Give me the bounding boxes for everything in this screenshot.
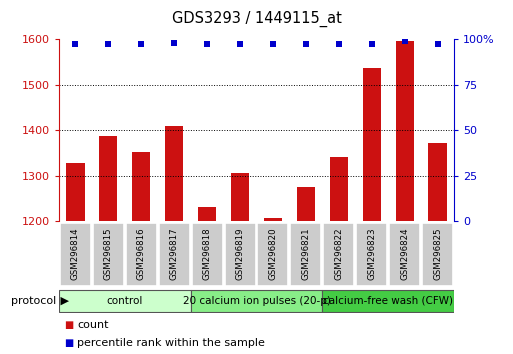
FancyBboxPatch shape xyxy=(93,223,124,286)
FancyBboxPatch shape xyxy=(126,223,157,286)
Text: percentile rank within the sample: percentile rank within the sample xyxy=(77,338,265,348)
Text: GSM296821: GSM296821 xyxy=(301,227,310,280)
Text: GSM296814: GSM296814 xyxy=(71,227,80,280)
Bar xyxy=(132,152,150,221)
FancyBboxPatch shape xyxy=(290,223,321,286)
Text: ■: ■ xyxy=(64,338,73,348)
FancyBboxPatch shape xyxy=(59,290,191,312)
Text: protocol: protocol xyxy=(11,296,56,306)
Bar xyxy=(198,207,216,221)
Text: GSM296820: GSM296820 xyxy=(268,227,278,280)
FancyBboxPatch shape xyxy=(322,290,454,312)
Bar xyxy=(363,68,381,221)
Text: count: count xyxy=(77,320,108,330)
FancyBboxPatch shape xyxy=(192,223,223,286)
Text: GSM296817: GSM296817 xyxy=(170,227,179,280)
FancyBboxPatch shape xyxy=(422,223,453,286)
Text: ■: ■ xyxy=(64,320,73,330)
Text: GSM296825: GSM296825 xyxy=(433,227,442,280)
Text: calcium-free wash (CFW): calcium-free wash (CFW) xyxy=(323,296,453,306)
Bar xyxy=(330,156,348,221)
FancyBboxPatch shape xyxy=(258,223,288,286)
FancyBboxPatch shape xyxy=(159,223,190,286)
Text: GSM296819: GSM296819 xyxy=(235,227,245,280)
Text: GSM296822: GSM296822 xyxy=(334,227,343,280)
Bar xyxy=(165,126,183,221)
Bar xyxy=(66,163,85,221)
Text: GSM296823: GSM296823 xyxy=(367,227,376,280)
Bar xyxy=(297,187,315,221)
Text: ▶: ▶ xyxy=(57,296,69,306)
Bar xyxy=(396,41,413,221)
FancyBboxPatch shape xyxy=(389,223,420,286)
Text: control: control xyxy=(107,296,143,306)
FancyBboxPatch shape xyxy=(191,290,322,312)
Bar xyxy=(428,143,447,221)
FancyBboxPatch shape xyxy=(225,223,255,286)
Bar xyxy=(264,218,282,221)
Text: GSM296824: GSM296824 xyxy=(400,227,409,280)
Bar xyxy=(231,173,249,221)
FancyBboxPatch shape xyxy=(356,223,387,286)
Text: 20 calcium ion pulses (20-p): 20 calcium ion pulses (20-p) xyxy=(183,296,330,306)
FancyBboxPatch shape xyxy=(60,223,91,286)
Text: GDS3293 / 1449115_at: GDS3293 / 1449115_at xyxy=(171,11,342,27)
Text: GSM296818: GSM296818 xyxy=(203,227,212,280)
Text: GSM296815: GSM296815 xyxy=(104,227,113,280)
Text: GSM296816: GSM296816 xyxy=(137,227,146,280)
FancyBboxPatch shape xyxy=(323,223,354,286)
Bar xyxy=(100,136,117,221)
